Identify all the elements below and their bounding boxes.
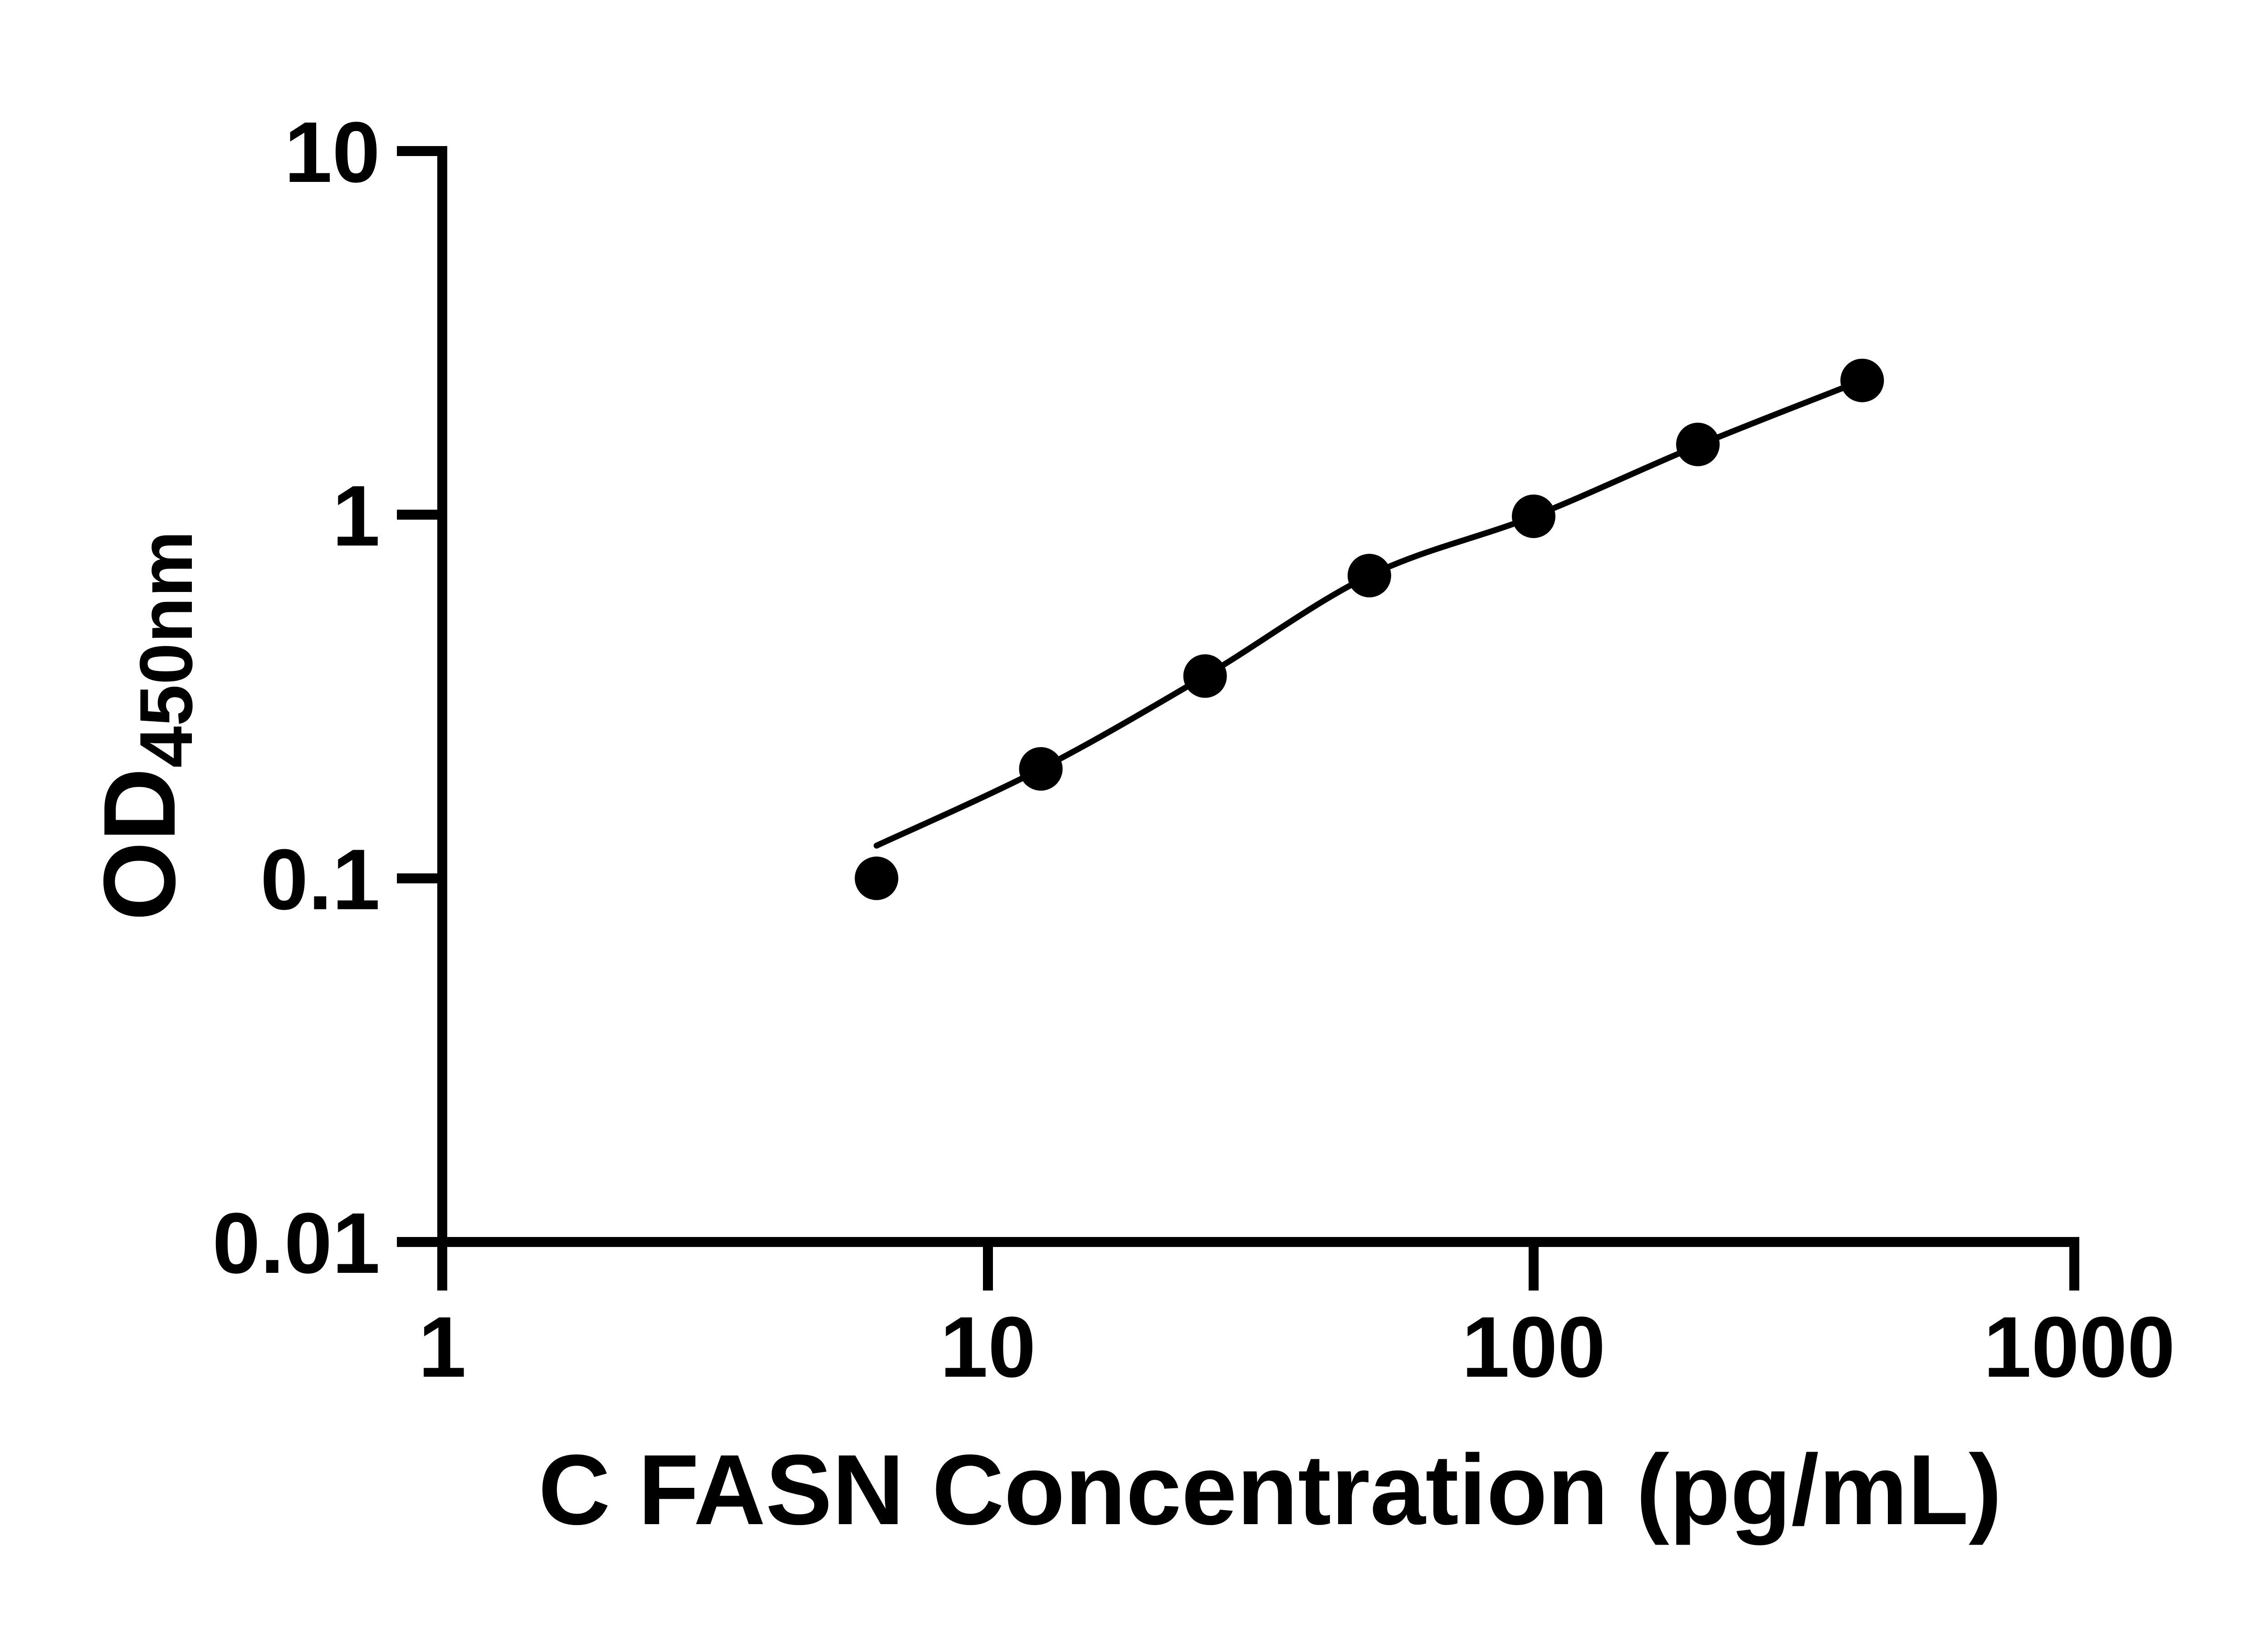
x-tick-label: 1 (418, 1299, 466, 1395)
data-point-marker (1676, 422, 1720, 466)
y-axis-title: OD450nm (82, 531, 208, 921)
x-tick-label: 10 (940, 1299, 1036, 1395)
y-axis-title-subscript: 450nm (124, 531, 208, 768)
y-axis-title-base: OD (82, 768, 196, 921)
y-tick-label: 0.01 (212, 1195, 380, 1291)
data-point-marker (1019, 747, 1063, 791)
x-tick-label: 1000 (1984, 1299, 2175, 1395)
x-tick-label: 100 (1461, 1299, 1605, 1395)
y-tick-label: 10 (284, 104, 380, 200)
y-tick-label: 0.1 (260, 831, 380, 928)
data-point-marker (855, 856, 899, 900)
plot-series-group (855, 358, 1884, 900)
x-axis-title: C FASN Concentration (pg/mL) (538, 1434, 2002, 1545)
data-point-marker (1183, 654, 1227, 698)
axes-group (397, 146, 2079, 1291)
y-tick-label: 1 (332, 468, 380, 564)
data-point-marker (1512, 494, 1555, 538)
tick-labels-group: 10 1 0.1 0.01 1 10 100 1000 (212, 104, 2175, 1395)
data-point-marker (1840, 358, 1884, 402)
data-point-marker (1347, 553, 1391, 597)
